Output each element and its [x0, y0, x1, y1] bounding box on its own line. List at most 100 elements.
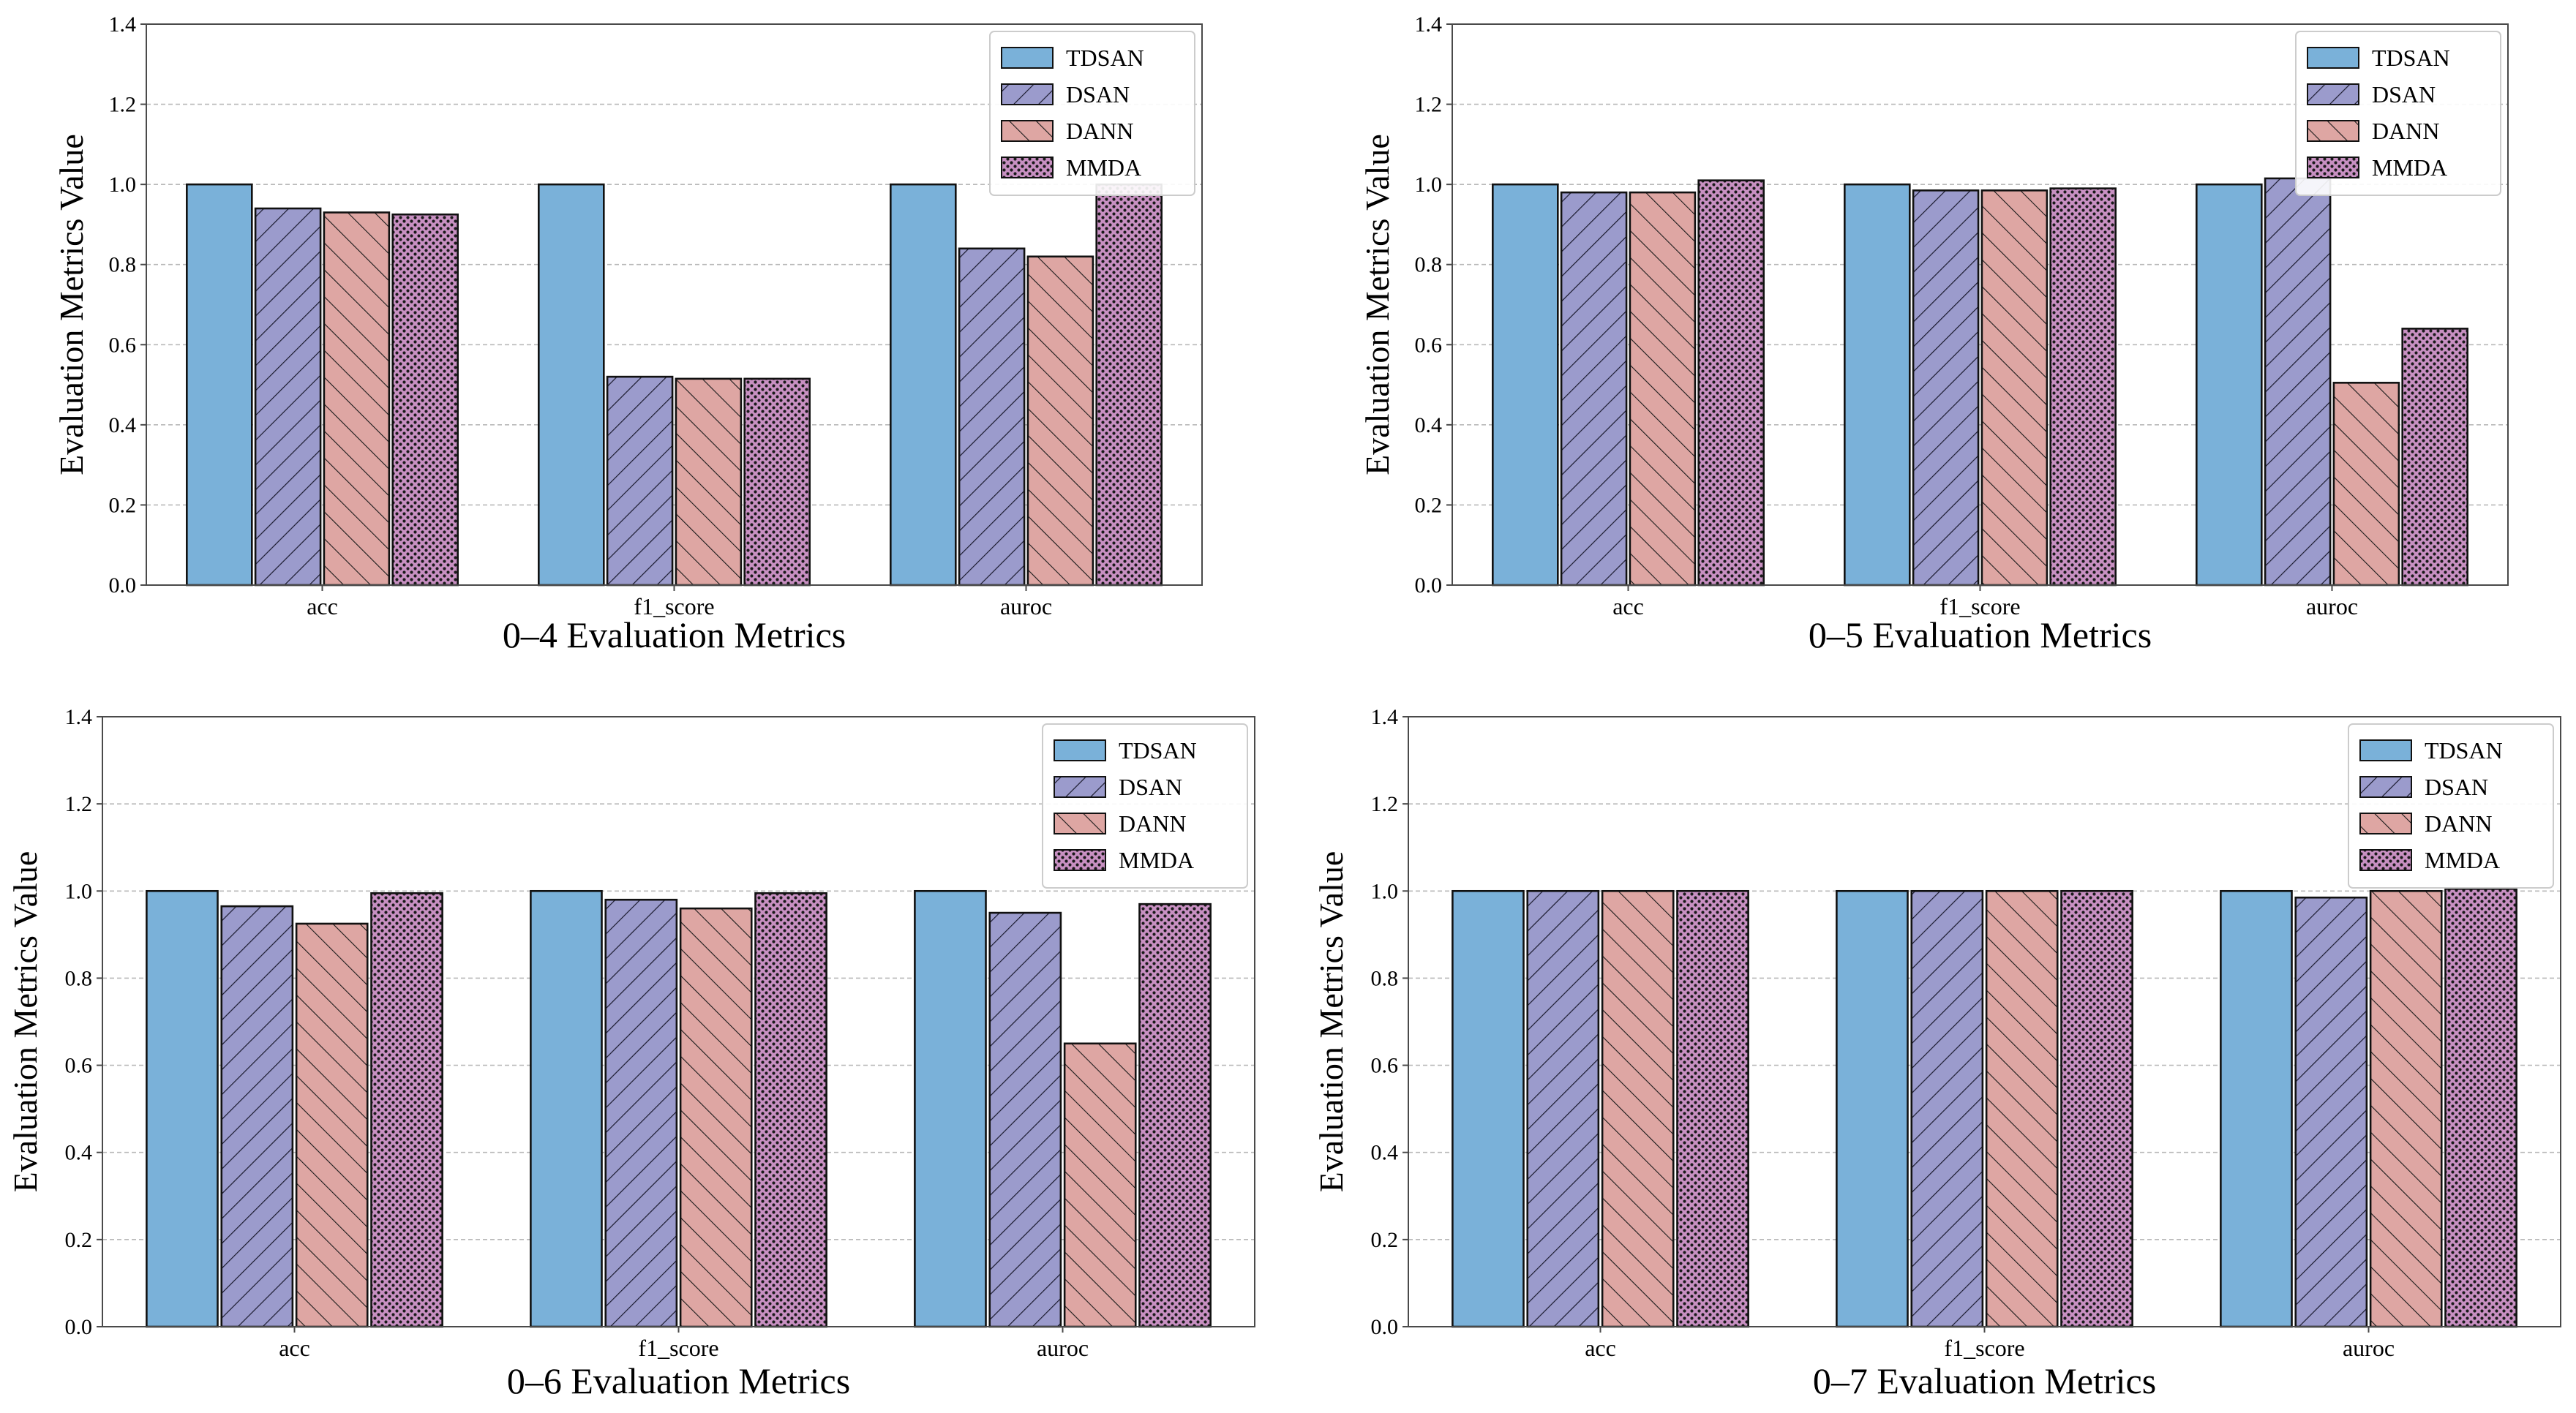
- gridlines: [146, 103, 1202, 506]
- legend-label-tdsan: TDSAN: [2425, 737, 2503, 764]
- bar-mmda-acc: [391, 213, 459, 587]
- legend-label-tdsan: TDSAN: [1119, 737, 1197, 764]
- x-axis-title: 0–4 Evaluation Metrics: [503, 614, 846, 655]
- legend: TDSAN DSAN DANN MMDA: [1042, 723, 1248, 889]
- bar-tdsan-f1-score: [530, 889, 603, 1328]
- legend-label-mmda: MMDA: [1066, 154, 1141, 181]
- y-tick-label: 1.4: [109, 12, 137, 37]
- legend-label-dann: DANN: [2425, 810, 2492, 837]
- legend-label-dsan: DSAN: [2425, 774, 2488, 800]
- y-tick-label: 1.2: [1415, 93, 1443, 117]
- panel-0-7: 0.0 0.2 0.4 0.6 0.8 1.0 1.2 1.4 acc f1_score auro…: [1313, 705, 2561, 1401]
- x-tick-label: acc: [1585, 1335, 1616, 1361]
- bar-mmda-f1-score: [743, 377, 811, 587]
- legend-label-dsan: DSAN: [1119, 774, 1182, 800]
- legend-label-mmda: MMDA: [2425, 847, 2500, 873]
- legend-swatch-mmda: [2359, 849, 2412, 871]
- bar-dann-auroc: [1063, 1042, 1137, 1328]
- legend-box: [2295, 31, 2501, 196]
- legend-swatch-dann: [1001, 120, 1054, 142]
- y-axis-title: Evaluation Metrics Value: [7, 851, 44, 1193]
- legend-swatch-dsan: [2359, 776, 2412, 798]
- bar-dsan-f1-score: [1912, 189, 1980, 587]
- panel-0-4: 0.0 0.2 0.4 0.6 0.8 1.0 1.2 1.4 acc f1_score auro…: [53, 12, 1203, 655]
- bar-tdsan-acc: [1492, 183, 1559, 587]
- panel-0-6: 0.0 0.2 0.4 0.6 0.8 1.0 1.2 1.4 acc f1_score auro…: [7, 705, 1255, 1401]
- panel-0-5: 0.0 0.2 0.4 0.6 0.8 1.0 1.2 1.4 acc f1_score auro…: [1359, 12, 2509, 655]
- legend-swatch-dann: [2307, 120, 2359, 142]
- bar-dsan-f1-score: [606, 375, 674, 587]
- y-tick-label: 0.0: [1415, 573, 1443, 598]
- legend-swatch-tdsan: [1001, 47, 1054, 69]
- x-tick-label: auroc: [2343, 1335, 2395, 1361]
- bar-dsan-f1-score: [1910, 889, 1984, 1328]
- y-tick-label: 1.4: [65, 705, 93, 729]
- bar-mmda-auroc: [2444, 888, 2517, 1328]
- legend-box: [2348, 723, 2554, 889]
- y-axis-title: Evaluation Metrics Value: [53, 134, 90, 475]
- y-tick-label: 1.2: [65, 792, 93, 816]
- x-axis: acc f1_score auroc: [279, 1327, 1089, 1361]
- bar-tdsan-acc: [1452, 889, 1525, 1328]
- legend-label-dsan: DSAN: [1066, 81, 1130, 108]
- bar-mmda-auroc: [2401, 328, 2468, 587]
- legend-swatch-dann: [1054, 813, 1106, 834]
- legend-swatch-dann: [2359, 813, 2412, 834]
- bar-dann-auroc: [2332, 382, 2400, 587]
- legend-swatch-dsan: [1054, 776, 1106, 798]
- legend: TDSAN DSAN DANN MMDA: [2348, 723, 2554, 889]
- plot-frame: [1452, 23, 2509, 586]
- bar-dann-f1-score: [1985, 889, 2059, 1328]
- y-tick-label: 0.2: [65, 1228, 93, 1252]
- bar-tdsan-auroc: [890, 183, 957, 587]
- bar-dsan-auroc: [958, 247, 1026, 587]
- y-axis: 0.0 0.2 0.4 0.6 0.8 1.0 1.2 1.4: [65, 705, 102, 1339]
- bar-tdsan-auroc: [914, 889, 987, 1328]
- y-tick-label: 1.4: [1371, 705, 1399, 729]
- legend-label-tdsan: TDSAN: [1066, 45, 1144, 71]
- bar-dann-f1-score: [675, 377, 743, 587]
- x-axis-title: 0–7 Evaluation Metrics: [1813, 1360, 2156, 1401]
- x-tick-label: acc: [1612, 593, 1644, 619]
- bar-dann-acc: [323, 211, 391, 587]
- bar-dsan-acc: [254, 207, 322, 587]
- legend: TDSAN DSAN DANN MMDA: [2295, 31, 2501, 196]
- bar-dann-f1-score: [679, 907, 753, 1328]
- bar-tdsan-f1-score: [538, 183, 605, 587]
- x-axis-title: 0–5 Evaluation Metrics: [1809, 614, 2152, 655]
- bar-tdsan-acc: [186, 183, 253, 587]
- bar-mmda-f1-score: [2060, 889, 2133, 1328]
- bar-mmda-acc: [370, 892, 443, 1328]
- y-tick-label: 0.6: [65, 1054, 93, 1078]
- bar-mmda-acc: [1676, 889, 1749, 1328]
- x-tick-label: f1_score: [1944, 1335, 2024, 1361]
- legend-label-dann: DANN: [1066, 118, 1133, 144]
- bar-dsan-auroc: [2264, 177, 2332, 587]
- legend-box: [989, 31, 1195, 196]
- x-tick-label: f1_score: [1939, 593, 2020, 619]
- legend-swatch-mmda: [1001, 157, 1054, 178]
- y-tick-label: 1.0: [1415, 173, 1443, 197]
- y-tick-label: 0.8: [109, 253, 137, 277]
- x-tick-label: acc: [307, 593, 338, 619]
- bar-dsan-f1-score: [604, 898, 678, 1328]
- y-tick-label: 1.2: [109, 93, 137, 117]
- y-tick-label: 0.0: [1371, 1315, 1399, 1339]
- y-axis: 0.0 0.2 0.4 0.6 0.8 1.0 1.2 1.4: [1415, 12, 1452, 598]
- bar-mmda-f1-score: [2049, 187, 2117, 587]
- y-tick-label: 0.8: [65, 966, 93, 990]
- y-axis-title: Evaluation Metrics Value: [1359, 134, 1396, 475]
- bar-tdsan-auroc: [2196, 183, 2263, 587]
- y-tick-label: 0.2: [109, 493, 137, 517]
- y-tick-label: 1.2: [1371, 792, 1399, 816]
- legend-swatch-tdsan: [2307, 47, 2359, 69]
- legend-label-tdsan: TDSAN: [2372, 45, 2450, 71]
- plot-frame: [146, 23, 1203, 586]
- bar-dann-acc: [1601, 889, 1675, 1328]
- y-axis-title: Evaluation Metrics Value: [1313, 851, 1350, 1193]
- y-tick-label: 0.4: [1415, 413, 1443, 437]
- x-tick-label: f1_score: [634, 593, 714, 619]
- y-tick-label: 0.4: [1371, 1141, 1399, 1165]
- bar-dsan-auroc: [2294, 896, 2368, 1328]
- bar-dsan-acc: [1560, 191, 1628, 587]
